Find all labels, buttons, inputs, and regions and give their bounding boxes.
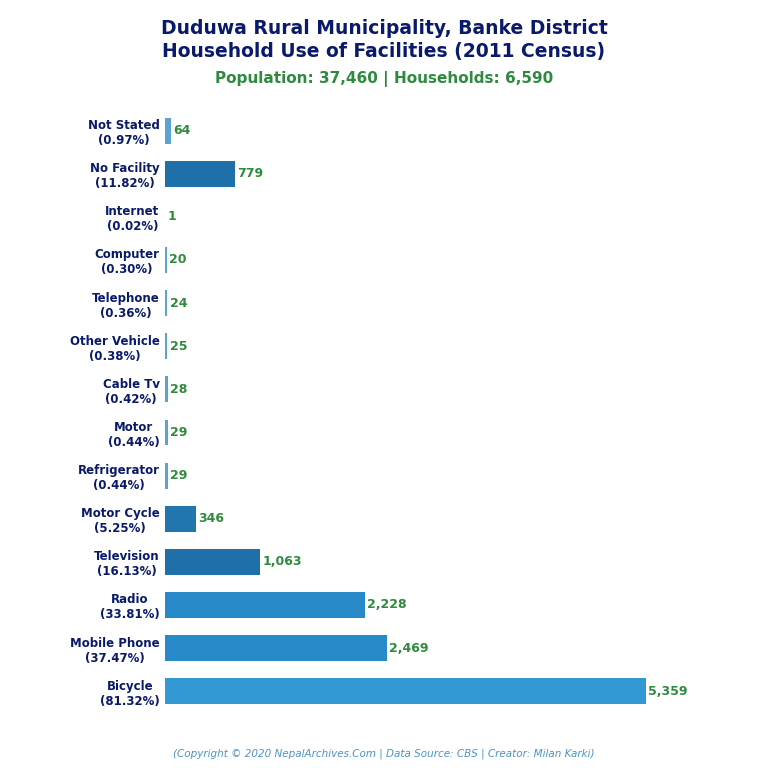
- Bar: [165, 419, 167, 445]
- Text: 29: 29: [170, 469, 187, 482]
- Bar: [165, 462, 167, 488]
- Bar: [165, 333, 167, 359]
- Text: 2,469: 2,469: [389, 641, 429, 654]
- Text: (Copyright © 2020 NepalArchives.Com | Data Source: CBS | Creator: Milan Karki): (Copyright © 2020 NepalArchives.Com | Da…: [174, 748, 594, 759]
- Text: 25: 25: [170, 339, 187, 353]
- Bar: [165, 506, 196, 531]
- Text: 29: 29: [170, 426, 187, 439]
- Bar: [165, 592, 365, 618]
- Bar: [165, 635, 386, 661]
- Text: 24: 24: [170, 296, 187, 310]
- Text: 2,228: 2,228: [367, 598, 407, 611]
- Bar: [165, 290, 167, 316]
- Text: 28: 28: [170, 382, 187, 396]
- Text: 20: 20: [169, 253, 187, 266]
- Bar: [165, 247, 167, 273]
- Text: 5,359: 5,359: [648, 685, 688, 697]
- Text: Household Use of Facilities (2011 Census): Household Use of Facilities (2011 Census…: [163, 42, 605, 61]
- Text: 1: 1: [167, 210, 177, 223]
- Text: 64: 64: [174, 124, 190, 137]
- Text: 346: 346: [199, 512, 224, 525]
- Text: Population: 37,460 | Households: 6,590: Population: 37,460 | Households: 6,590: [215, 71, 553, 87]
- Text: 779: 779: [237, 167, 263, 180]
- Bar: [165, 118, 170, 144]
- Bar: [165, 549, 260, 574]
- Bar: [165, 161, 235, 187]
- Bar: [165, 678, 646, 704]
- Bar: [165, 376, 167, 402]
- Text: Duduwa Rural Municipality, Banke District: Duduwa Rural Municipality, Banke Distric…: [161, 19, 607, 38]
- Text: 1,063: 1,063: [263, 555, 303, 568]
